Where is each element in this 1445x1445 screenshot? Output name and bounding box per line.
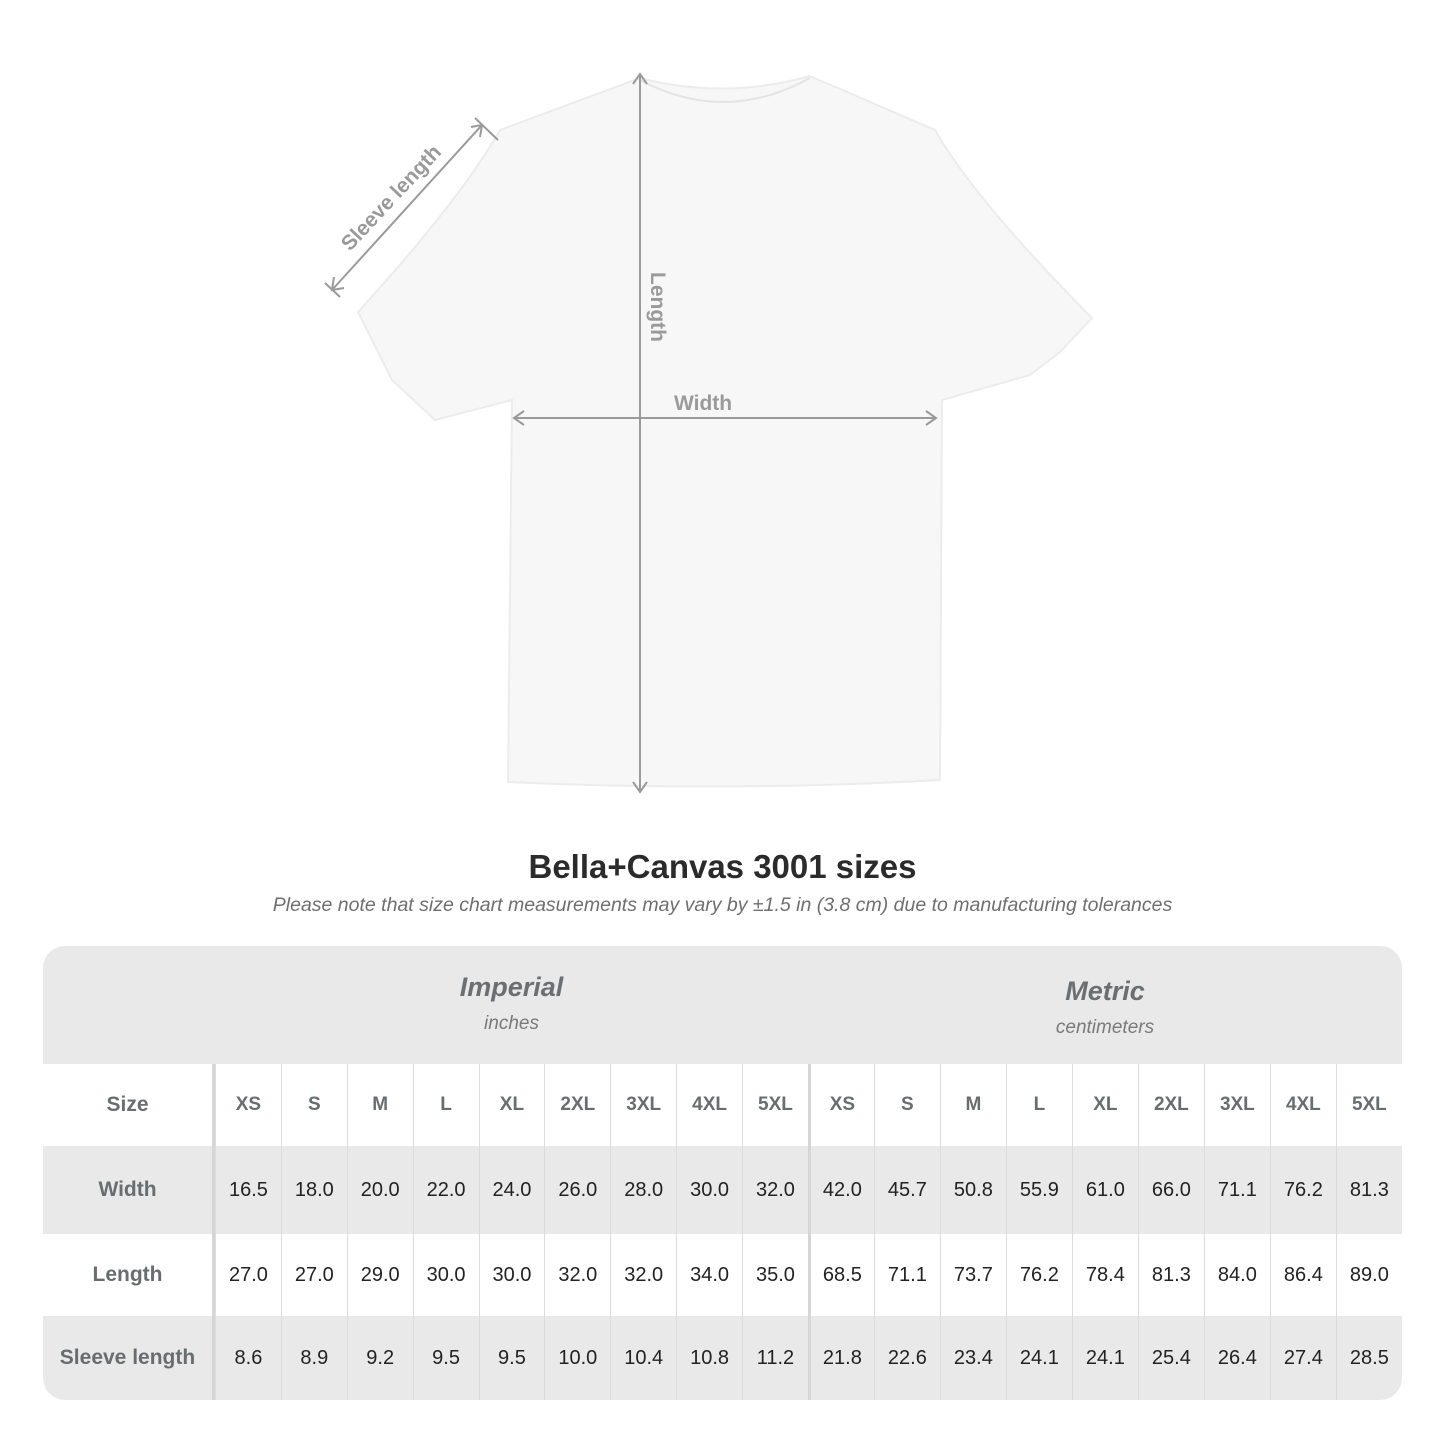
size-header-cell: XS	[807, 1064, 874, 1146]
size-header-cell: XL	[1071, 1064, 1138, 1146]
value-cell: 35.0	[742, 1234, 808, 1316]
table-row: Width 16.5 18.0 20.0 22.0 24.0 26.0 28.0 30.0 32.…	[43, 1146, 1402, 1234]
size-header-cell: 5XL	[742, 1064, 808, 1146]
row-label: Size	[43, 1064, 215, 1146]
size-header-cell: S	[280, 1064, 347, 1146]
value-cell: 27.0	[280, 1234, 347, 1316]
value-cell: 32.0	[610, 1234, 676, 1316]
value-cell: 24.1	[1005, 1316, 1072, 1400]
value-cell: 76.2	[1269, 1146, 1336, 1234]
value-cell: 10.8	[676, 1316, 742, 1400]
row-label: Width	[43, 1146, 215, 1234]
value-cell: 55.9	[1005, 1146, 1072, 1234]
size-header-cell: L	[1005, 1064, 1072, 1146]
value-cell: 66.0	[1137, 1146, 1204, 1234]
value-cell: 20.0	[346, 1146, 413, 1234]
row-label: Sleeve length	[43, 1316, 215, 1400]
value-cell: 22.6	[873, 1316, 940, 1400]
size-header-cell: 5XL	[1335, 1064, 1402, 1146]
value-cell: 81.3	[1335, 1146, 1402, 1234]
value-cell: 45.7	[873, 1146, 940, 1234]
value-cell: 68.5	[807, 1234, 874, 1316]
length-label: Length	[646, 272, 669, 342]
page-title: Bella+Canvas 3001 sizes	[528, 848, 917, 885]
value-cell: 71.1	[873, 1234, 940, 1316]
size-header-cell: 4XL	[1269, 1064, 1336, 1146]
value-cell: 30.0	[676, 1146, 742, 1234]
value-cell: 78.4	[1071, 1234, 1138, 1316]
tshirt-diagram: Sleeve length Length Width	[324, 72, 1094, 794]
value-cell: 81.3	[1137, 1234, 1204, 1316]
value-cell: 9.5	[412, 1316, 479, 1400]
tshirt-collar	[639, 77, 811, 103]
value-cell: 22.0	[412, 1146, 479, 1234]
value-cell: 24.1	[1071, 1316, 1138, 1400]
value-cell: 29.0	[346, 1234, 413, 1316]
size-header-cell: 2XL	[544, 1064, 610, 1146]
value-cell: 34.0	[676, 1234, 742, 1316]
value-cell: 9.5	[478, 1316, 545, 1400]
row-label: Length	[43, 1234, 215, 1316]
group-unit: inches	[484, 1013, 539, 1034]
value-cell: 30.0	[478, 1234, 545, 1316]
value-cell: 27.0	[215, 1234, 281, 1316]
value-cell: 10.4	[610, 1316, 676, 1400]
value-cell: 18.0	[280, 1146, 347, 1234]
metric-header: Metric centimeters	[808, 950, 1402, 1068]
value-cell: 24.0	[478, 1146, 545, 1234]
value-cell: 89.0	[1335, 1234, 1402, 1316]
measurement-lines	[324, 72, 938, 794]
size-table: Imperial inches Metric centimeters Size X…	[43, 946, 1402, 1400]
width-label: Width	[674, 392, 732, 415]
value-cell: 76.2	[1005, 1234, 1072, 1316]
size-header-cell: M	[346, 1064, 413, 1146]
tolerance-note: Please note that size chart measurements…	[272, 894, 1173, 916]
value-cell: 10.0	[544, 1316, 610, 1400]
value-cell: 71.1	[1203, 1146, 1270, 1234]
size-header-cell: XL	[478, 1064, 545, 1146]
value-cell: 32.0	[544, 1234, 610, 1316]
value-cell: 84.0	[1203, 1234, 1270, 1316]
size-header-cell: 3XL	[1203, 1064, 1270, 1146]
group-name: Metric	[1065, 976, 1145, 1006]
value-cell: 11.2	[742, 1316, 808, 1400]
value-cell: 9.2	[346, 1316, 413, 1400]
size-header-row: Size XS S M L XL 2XL 3XL 4XL 5XL XS S M L XL 2XL 3XL 4XL 5…	[43, 1064, 1402, 1146]
value-cell: 8.6	[215, 1316, 281, 1400]
size-header-cell: 4XL	[676, 1064, 742, 1146]
size-header-cell: 2XL	[1137, 1064, 1204, 1146]
group-name: Imperial	[459, 972, 564, 1002]
value-cell: 8.9	[280, 1316, 347, 1400]
size-header-cell: S	[873, 1064, 940, 1146]
size-header-cell: L	[412, 1064, 479, 1146]
value-cell: 30.0	[412, 1234, 479, 1316]
table-row: Sleeve length 8.6 8.9 9.2 9.5 9.5 10.0 10.4 10.8…	[43, 1316, 1402, 1400]
value-cell: 86.4	[1269, 1234, 1336, 1316]
size-header-cell: 3XL	[610, 1064, 676, 1146]
value-cell: 73.7	[939, 1234, 1006, 1316]
tshirt-shape	[356, 74, 1094, 788]
group-unit: centimeters	[1055, 1017, 1155, 1038]
value-cell: 27.4	[1269, 1316, 1336, 1400]
size-header-cell: M	[939, 1064, 1006, 1146]
imperial-header: Imperial inches	[215, 946, 808, 1064]
value-cell: 28.5	[1335, 1316, 1402, 1400]
value-cell: 21.8	[807, 1316, 874, 1400]
table-row: Length 27.0 27.0 29.0 30.0 30.0 32.0 32.0 34.0 35…	[43, 1234, 1402, 1316]
size-header-cell: XS	[215, 1064, 281, 1146]
value-cell: 50.8	[939, 1146, 1006, 1234]
value-cell: 16.5	[215, 1146, 281, 1234]
value-cell: 42.0	[807, 1146, 874, 1234]
value-cell: 25.4	[1137, 1316, 1204, 1400]
value-cell: 26.0	[544, 1146, 610, 1234]
value-cell: 23.4	[939, 1316, 1006, 1400]
value-cell: 28.0	[610, 1146, 676, 1234]
value-cell: 32.0	[742, 1146, 808, 1234]
value-cell: 61.0	[1071, 1146, 1138, 1234]
value-cell: 26.4	[1203, 1316, 1270, 1400]
